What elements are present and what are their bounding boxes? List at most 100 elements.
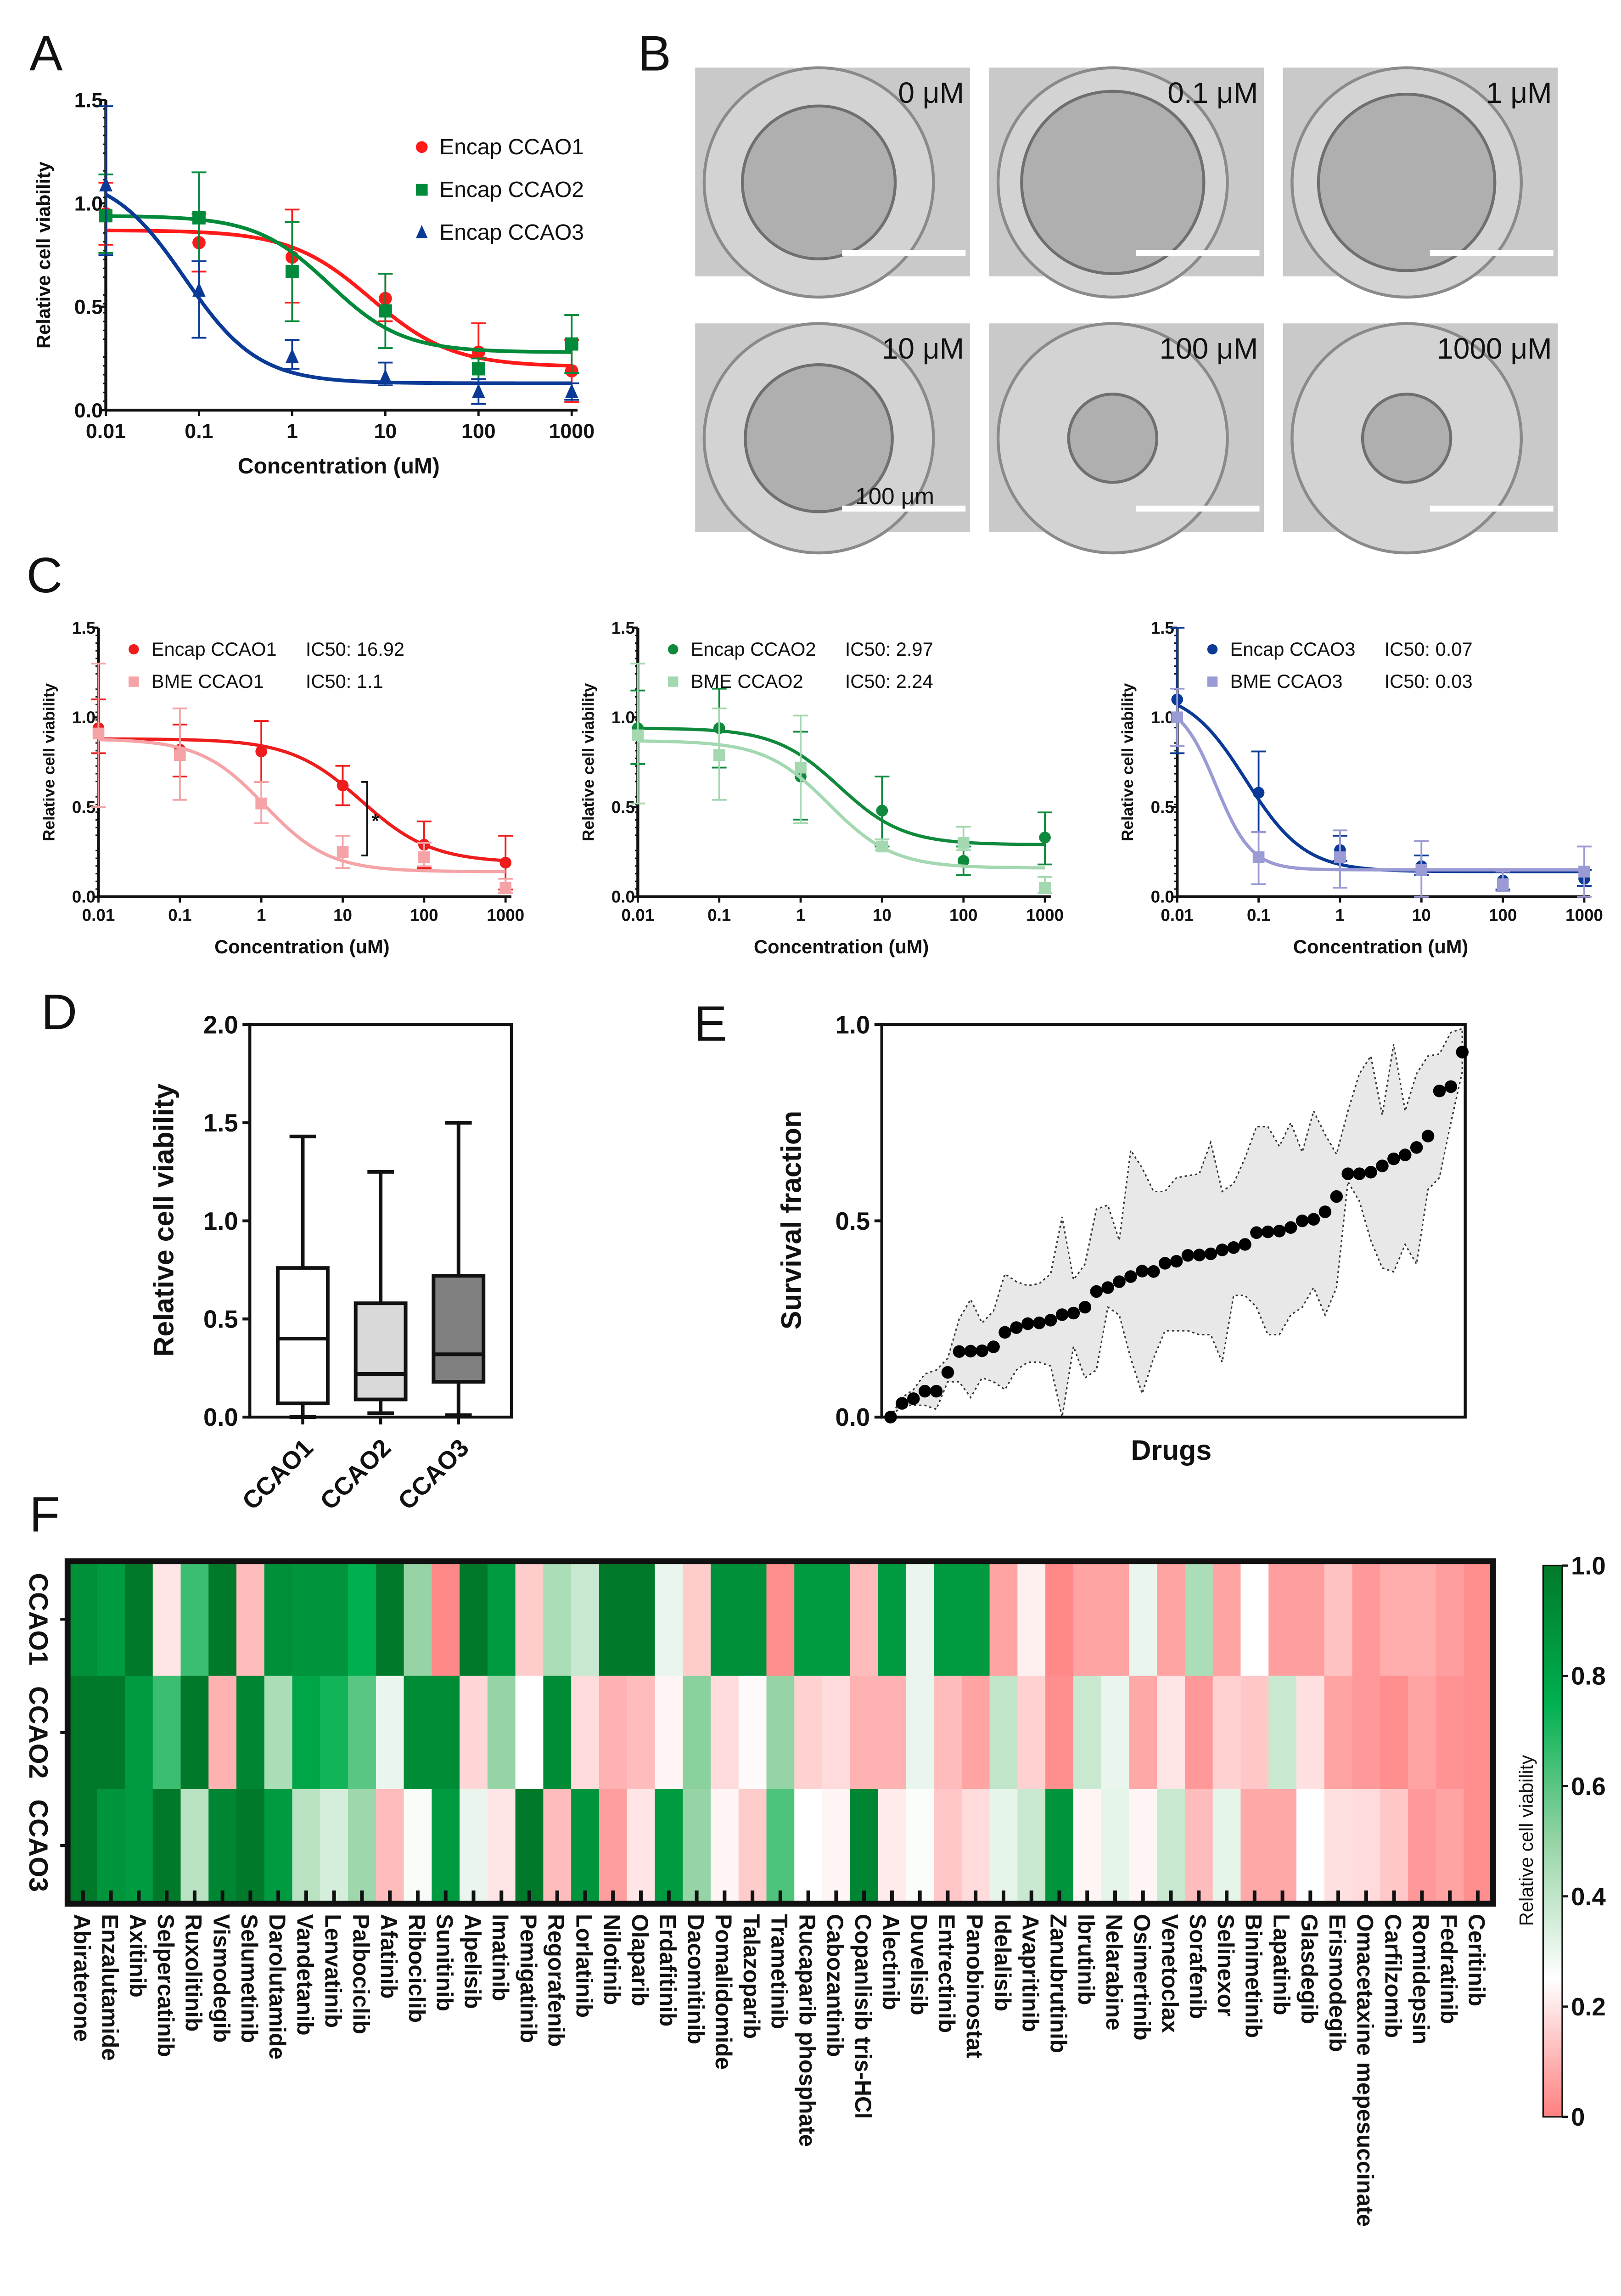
heatmap-cell <box>1380 1562 1409 1677</box>
x-tick-label: 1 <box>286 420 298 443</box>
colorbar-tick-label: 0 <box>1571 2103 1585 2131</box>
drug-point <box>1147 1265 1160 1278</box>
heatmap-cell <box>934 1676 963 1790</box>
series-encap-ccao1: Encap CCAO1 <box>98 135 584 403</box>
heatmap-cell <box>906 1789 935 1903</box>
heatmap-cell <box>794 1676 823 1790</box>
heatmap-cell <box>404 1562 432 1677</box>
iqr-box <box>432 1274 486 1384</box>
heatmap-cell <box>97 1789 126 1903</box>
data-point-square <box>1039 882 1051 894</box>
drug-point <box>1353 1167 1366 1180</box>
heatmap-cell <box>1017 1676 1046 1790</box>
drug-point <box>896 1397 909 1410</box>
heatmap-cell <box>460 1676 488 1790</box>
drug-label: Glasdegib <box>1296 1914 1322 2024</box>
heatmap-cell <box>404 1676 432 1790</box>
heatmap-cell <box>292 1562 321 1677</box>
x-tick-label: 100 <box>461 420 496 443</box>
organoid <box>1361 393 1453 484</box>
drug-label: Sorafenib <box>1185 1914 1211 2019</box>
heatmap-cell <box>571 1676 600 1790</box>
heatmap-cell <box>1408 1789 1437 1903</box>
x-tick-label: 0.01 <box>82 906 115 925</box>
data-point-triangle <box>192 282 206 297</box>
series-bme-ccao2: BME CCAO2 IC50: 2.24 <box>630 663 1053 894</box>
heatmap-cell <box>1017 1789 1046 1903</box>
drug-point <box>1364 1165 1377 1179</box>
drug-point <box>1387 1152 1400 1165</box>
y-tick-label: 1.0 <box>203 1207 238 1235</box>
fit-curve <box>98 738 506 873</box>
heatmap-cell <box>961 1676 990 1790</box>
drug-point <box>907 1392 920 1405</box>
heatmap-cell <box>487 1562 516 1677</box>
heatmap-cell <box>1212 1676 1241 1790</box>
x-axis-title: Concentration (uM) <box>238 454 440 478</box>
heatmap-cell <box>710 1676 740 1790</box>
drug-point <box>953 1345 966 1358</box>
legend-label: Encap CCAO3 <box>439 220 584 245</box>
heatmap-cell <box>1240 1676 1269 1790</box>
heatmap-cell <box>1157 1562 1186 1677</box>
legend-marker-square <box>415 184 428 196</box>
drug-label: Enzalutamide <box>97 1914 123 2061</box>
heatmap-cell <box>152 1789 181 1903</box>
row-label: CCAO3 <box>23 1799 53 1892</box>
heatmap-cell <box>571 1789 600 1903</box>
heatmap-cell <box>208 1789 237 1903</box>
heatmap-cell <box>1324 1676 1353 1790</box>
heatmap-cell <box>710 1789 740 1903</box>
heatmap-cell <box>543 1789 572 1903</box>
heatmap-cell <box>738 1676 767 1790</box>
scale-bar-label: 100 μm <box>855 483 934 509</box>
heatmap-cell <box>1129 1789 1158 1903</box>
drug-label: Copanlisib tris-HCl <box>850 1914 876 2119</box>
heatmap-cell <box>1268 1789 1297 1903</box>
legend-marker-circle <box>667 644 679 655</box>
heatmap-cell <box>320 1789 349 1903</box>
heatmap-cell <box>1045 1789 1074 1903</box>
drug-label: Fedratinib <box>1436 1914 1462 2024</box>
micrograph-2: 0.1 μM <box>989 66 1264 299</box>
data-point-square <box>876 840 888 853</box>
heatmap-cell <box>1464 1562 1492 1677</box>
y-tick-label: 0.0 <box>1151 888 1174 906</box>
panel-f-heatmap: CCAO1 CCAO2 CCAO3 Abiraterone Enzalutamide Ax… <box>23 1552 1606 2227</box>
x-axis-title: Concentration (uM) <box>754 936 929 957</box>
drug-point <box>1158 1257 1172 1270</box>
y-tick-label: 0.5 <box>611 798 635 816</box>
heatmap-cell <box>124 1562 154 1677</box>
y-tick-label: 0.5 <box>74 296 103 319</box>
drug-label: Nilotinib <box>599 1914 625 2005</box>
drug-label: Zanubrutinib <box>1045 1914 1071 2053</box>
fit-curve <box>638 739 1045 870</box>
y-axis-title: Relative cell viability <box>33 162 54 349</box>
panel-label-c: C <box>27 547 63 603</box>
y-tick-label: 0.0 <box>203 1403 238 1431</box>
heatmap-cell <box>1324 1562 1353 1677</box>
micrograph-6: 1000 μM <box>1283 322 1558 555</box>
legend-label: BME CCAO3 <box>1230 670 1342 692</box>
data-point-square <box>1415 864 1428 876</box>
heatmap-cell <box>822 1789 851 1903</box>
legend-label: Encap CCAO1 <box>151 638 277 660</box>
drug-point <box>941 1366 954 1379</box>
drug-point <box>1124 1270 1137 1283</box>
heatmap-cell <box>906 1562 935 1677</box>
drug-point <box>884 1411 897 1424</box>
x-tick-label: 10 <box>374 420 397 443</box>
drug-point <box>1262 1225 1274 1238</box>
data-point-triangle <box>286 348 299 363</box>
data-point-circle <box>876 805 888 817</box>
heatmap-cell <box>1184 1789 1213 1903</box>
drug-point <box>1078 1300 1092 1314</box>
drug-label: Idelalisib <box>990 1914 1015 2011</box>
x-tick-label: 1 <box>796 906 805 925</box>
legend-label: BME CCAO2 <box>691 670 803 692</box>
data-point-square <box>1578 866 1590 878</box>
colorbar-tick-label: 0.6 <box>1571 1773 1606 1801</box>
drug-point <box>1021 1317 1034 1330</box>
y-axis-title: Relative cell viability <box>579 683 597 841</box>
drug-label: Pemigatinib <box>516 1914 541 2043</box>
